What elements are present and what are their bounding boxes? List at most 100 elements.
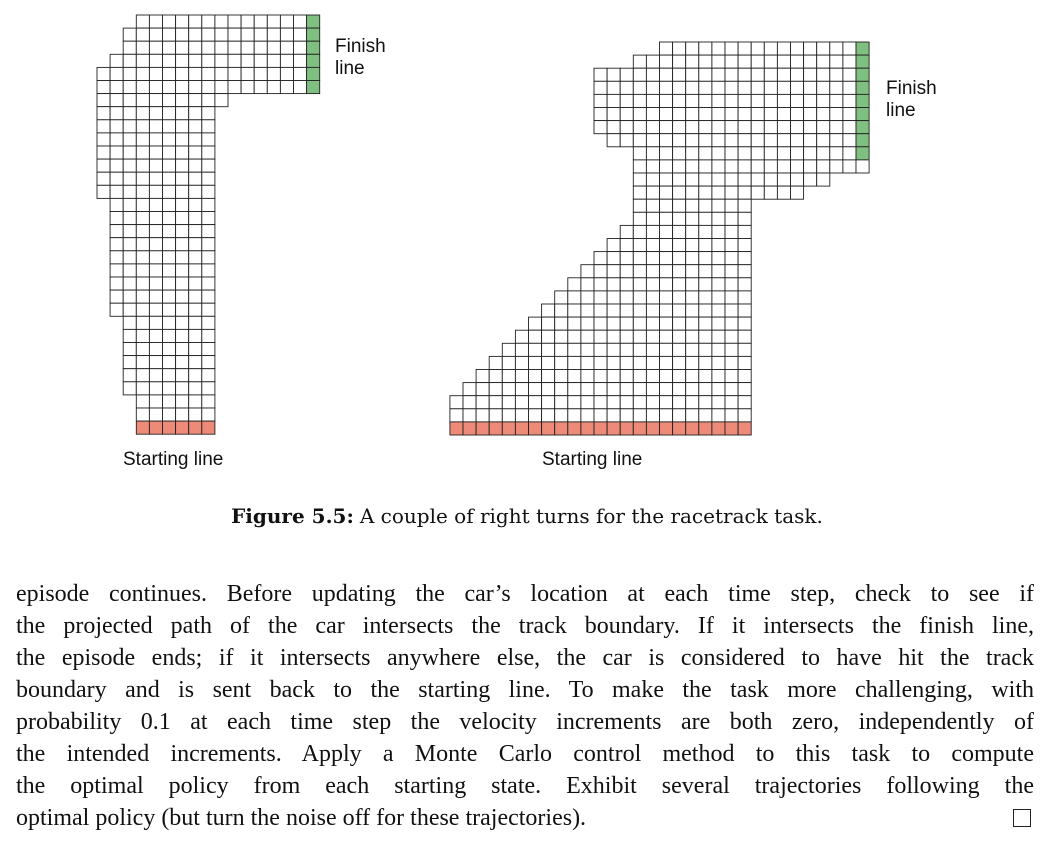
track-cell [109, 211, 124, 226]
track-cell [541, 369, 556, 384]
track-cell [632, 342, 647, 357]
finish-line-label-left: Finish line [335, 36, 386, 80]
track-cell [148, 289, 163, 304]
track-cell [175, 263, 190, 278]
track-cell [711, 93, 726, 108]
track-cell [148, 145, 163, 160]
track-cell [606, 290, 621, 305]
track-cell [188, 315, 203, 330]
track-cell [737, 290, 752, 305]
track-cell [829, 93, 844, 108]
track-cell [685, 146, 700, 161]
track-cell [842, 107, 857, 122]
track-cell [672, 198, 687, 213]
track-cell [162, 263, 177, 278]
track-cell [659, 342, 674, 357]
track-cell [685, 303, 700, 318]
track-cell [803, 54, 818, 69]
track-cell [162, 184, 177, 199]
track-cell [606, 355, 621, 370]
racetrack-left [96, 14, 321, 435]
track-cell [763, 67, 778, 82]
track-cell [619, 316, 634, 331]
track-cell [672, 238, 687, 253]
start-cell [685, 421, 700, 436]
track-cell [214, 66, 229, 81]
track-cell [711, 290, 726, 305]
track-cell [816, 172, 831, 187]
track-cell [645, 133, 660, 148]
track-cell [109, 66, 124, 81]
track-cell [135, 302, 150, 317]
track-cell [698, 290, 713, 305]
track-cell [724, 316, 739, 331]
track-cell [201, 407, 216, 422]
track-cell [148, 394, 163, 409]
track-cell [175, 315, 190, 330]
track-cell [816, 41, 831, 56]
track-cell [514, 355, 529, 370]
track-cell [645, 303, 660, 318]
track-cell [148, 93, 163, 108]
track-cell [593, 67, 608, 82]
track-cell [737, 408, 752, 423]
track-cell [175, 289, 190, 304]
track-cell [632, 211, 647, 226]
start-cell [201, 420, 216, 435]
track-cell [659, 238, 674, 253]
track-cell [724, 382, 739, 397]
track-cell [737, 329, 752, 344]
track-cell [488, 395, 503, 410]
track-cell [175, 27, 190, 42]
track-cell [567, 355, 582, 370]
track-cell [162, 14, 177, 29]
track-cell [711, 159, 726, 174]
track-cell [293, 66, 308, 81]
track-cell [632, 355, 647, 370]
track-cell [201, 106, 216, 121]
track-cell [214, 27, 229, 42]
track-cell [135, 237, 150, 252]
track-cell [96, 158, 111, 173]
track-cell [737, 146, 752, 161]
track-cell [201, 342, 216, 357]
track-cell [96, 93, 111, 108]
track-cell [122, 27, 137, 42]
track-cell [737, 395, 752, 410]
track-cell [214, 93, 229, 108]
track-cell [175, 355, 190, 370]
track-cell [659, 172, 674, 187]
starting-line-label-left: Starting line [123, 449, 224, 470]
track-cell [593, 107, 608, 122]
track-cell [135, 368, 150, 383]
track-cell [619, 133, 634, 148]
track-cell [122, 132, 137, 147]
track-cell [135, 132, 150, 147]
track-cell [514, 342, 529, 357]
track-cell [253, 14, 268, 29]
finish-cell [306, 80, 321, 95]
track-cell [593, 382, 608, 397]
track-cell [724, 342, 739, 357]
track-cell [593, 277, 608, 292]
track-cell [659, 41, 674, 56]
track-cell [201, 355, 216, 370]
track-cell [698, 382, 713, 397]
track-cell [501, 408, 516, 423]
track-cell [672, 224, 687, 239]
track-cell [724, 146, 739, 161]
track-cell [240, 14, 255, 29]
track-cell [227, 27, 242, 42]
track-cell [148, 328, 163, 343]
track-cell [554, 329, 569, 344]
finish-cell [855, 93, 870, 108]
track-cell [135, 184, 150, 199]
start-cell [475, 421, 490, 436]
track-cell [593, 120, 608, 135]
track-cell [685, 133, 700, 148]
track-cell [122, 342, 137, 357]
track-cell [842, 93, 857, 108]
track-cell [803, 67, 818, 82]
track-cell [619, 251, 634, 266]
track-cell [96, 184, 111, 199]
